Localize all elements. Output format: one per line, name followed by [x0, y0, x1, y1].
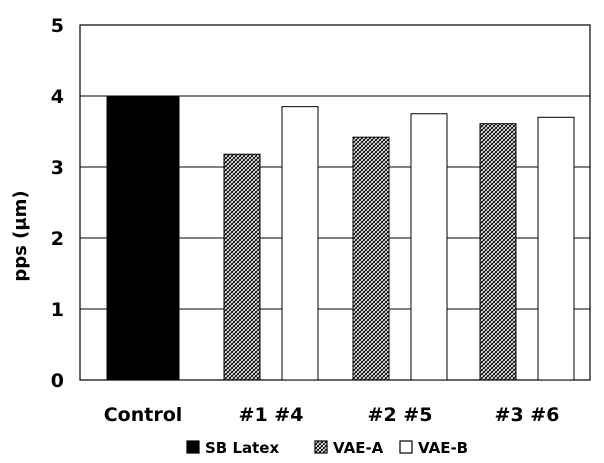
legend-swatch-vae-a: [314, 440, 328, 454]
x-tick-label: #2 #5: [368, 404, 433, 426]
x-tick-label: Control: [104, 404, 183, 426]
bars: [106, 95, 575, 381]
legend-label: VAE-B: [418, 439, 468, 457]
bar-vae-b: [410, 113, 448, 381]
x-tick-labels: Control #1 #4 #2 #5 #3 #6: [104, 404, 560, 426]
y-tick-label: 3: [51, 157, 64, 179]
legend-swatch-sb-latex: [186, 440, 200, 454]
y-tick-label: 1: [51, 299, 64, 321]
y-tick-label: 5: [51, 15, 64, 37]
bar-vae-b: [537, 116, 575, 381]
y-tick-label: 2: [51, 228, 64, 250]
y-tick-labels: 0 1 2 3 4 5: [51, 15, 64, 392]
bar-vae-a: [352, 136, 390, 381]
y-axis-title: pps (μm): [10, 190, 31, 281]
y-tick-label: 0: [51, 370, 64, 392]
bar-sb-latex: [106, 95, 180, 381]
x-tick-label: #3 #6: [495, 404, 560, 426]
bar-vae-a: [223, 153, 261, 381]
legend-swatch-vae-b: [399, 440, 413, 454]
bar-vae-b: [281, 106, 319, 381]
legend-label: SB Latex: [205, 439, 279, 457]
bar-vae-a: [479, 123, 517, 381]
legend: SB Latex VAE-A VAE-B: [186, 439, 468, 457]
x-tick-label: #1 #4: [239, 404, 304, 426]
legend-label: VAE-A: [333, 439, 384, 457]
y-tick-label: 4: [51, 86, 64, 108]
